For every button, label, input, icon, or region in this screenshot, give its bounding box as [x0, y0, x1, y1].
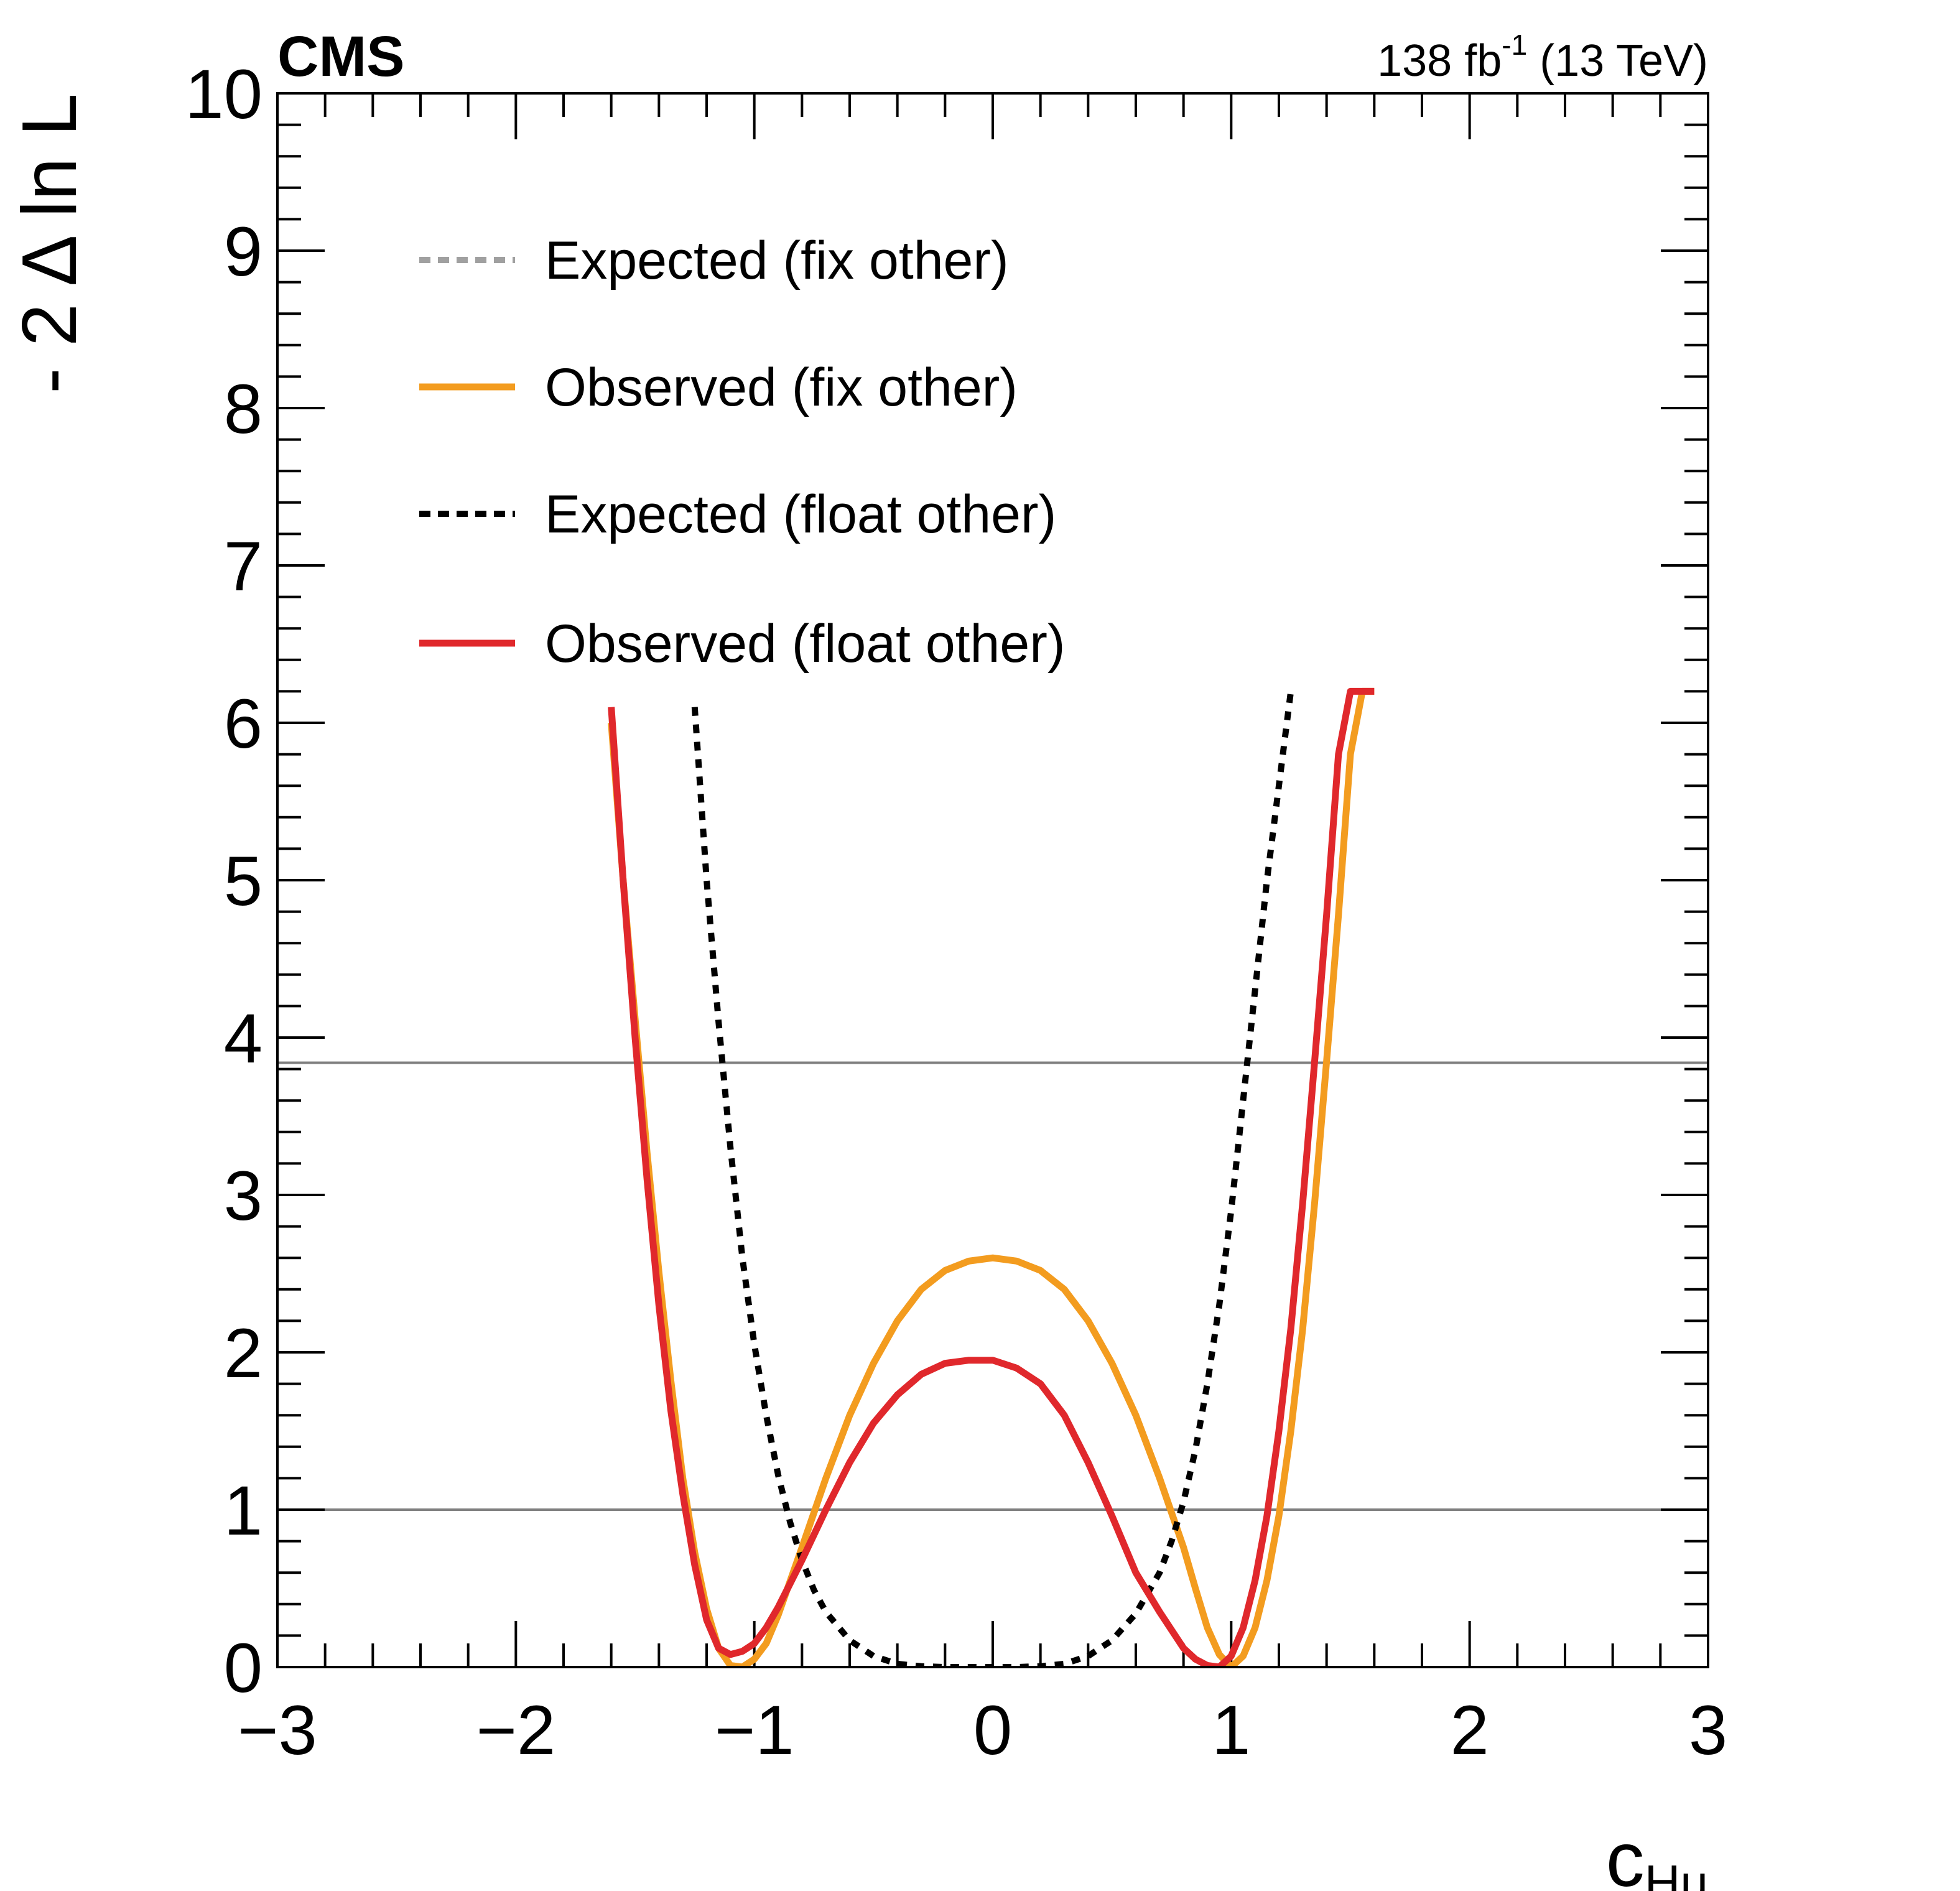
x-tick-label: 2	[1451, 1691, 1489, 1769]
x-axis-label: cHu	[1606, 1817, 1708, 1891]
x-tick-label: −3	[238, 1691, 317, 1769]
y-tick-label: 9	[224, 213, 262, 290]
x-tick-label: 0	[973, 1691, 1012, 1769]
y-tick-label: 2	[224, 1314, 262, 1392]
likelihood-curves	[608, 687, 1375, 1667]
y-tick-label: 0	[224, 1629, 262, 1707]
legend-label-2: Expected (float other)	[545, 485, 1056, 544]
x-tick-label: 1	[1212, 1691, 1250, 1769]
y-tick-label: 7	[224, 527, 262, 605]
legend-label-1: Observed (fix other)	[545, 358, 1018, 417]
series-line-2	[691, 690, 1294, 1667]
y-tick-label: 5	[224, 842, 262, 920]
y-tick-label: 6	[224, 685, 262, 763]
x-tick-label: −2	[476, 1691, 555, 1769]
reference-lines	[277, 1061, 1708, 1511]
y-tick-label: 3	[224, 1157, 262, 1235]
y-tick-label: 4	[224, 1000, 262, 1077]
series-line-3	[608, 687, 1375, 1667]
luminosity-label: 138 fb-1 (13 TeV)	[1377, 29, 1708, 86]
luminosity-exponent: -1	[1502, 29, 1527, 61]
series-line-1	[608, 687, 1375, 1667]
y-tick-label: 10	[185, 55, 262, 133]
y-tick-label: 1	[224, 1472, 262, 1550]
experiment-label: CMS	[277, 25, 404, 88]
x-axis-label-main: c	[1606, 1817, 1645, 1891]
luminosity-energy: (13 TeV)	[1527, 36, 1708, 86]
x-tick-label: 3	[1689, 1691, 1727, 1769]
legend-label-0: Expected (fix other)	[545, 231, 1009, 290]
tick-labels: −3 −2 −1 0 1 2 3 0 1 2 3 4 5 6 7 8 9 10	[185, 55, 1727, 1769]
y-tick-label: 8	[224, 370, 262, 448]
x-axis-label-sub: Hu	[1645, 1855, 1708, 1891]
axis-ticks	[276, 92, 1709, 1668]
legend: Expected (fix other) Observed (fix other)…	[419, 231, 1065, 674]
x-tick-label: −1	[715, 1691, 794, 1769]
legend-label-3: Observed (float other)	[545, 614, 1065, 674]
plot-frame	[276, 92, 1709, 1668]
y-axis-label: - 2 Δ ln L	[7, 93, 93, 394]
luminosity-main: 138 fb	[1377, 36, 1502, 86]
